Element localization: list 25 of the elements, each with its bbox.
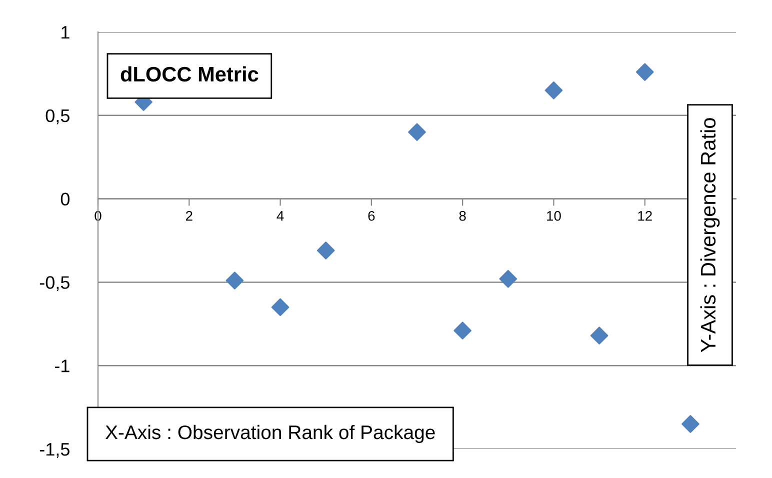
x-tick-label: 12 (638, 210, 652, 221)
point (226, 272, 244, 290)
y-tick-label: -0,5 (40, 276, 70, 292)
point (316, 242, 335, 260)
x-tick-label: 8 (459, 210, 466, 221)
y-tick-label: 0 (60, 192, 70, 206)
text: dLOCC Metric (120, 66, 258, 82)
x-tick-label: 10 (547, 210, 561, 221)
x-tick-label: 4 (276, 211, 284, 221)
point (636, 63, 654, 81)
y-tick-label: -1 (54, 360, 70, 372)
point (271, 298, 290, 316)
point (454, 322, 472, 340)
point (590, 326, 608, 344)
point (544, 81, 563, 100)
y-tick-label: 0,5 (46, 109, 70, 124)
x-axis-title: X-Axis : Observation Rank of Package (105, 424, 435, 444)
y-axis-title: Y-Axis : Divergence Ratio (700, 118, 720, 352)
y-tick-label: 1 (62, 26, 70, 39)
point (408, 123, 426, 141)
y-tick-label: -1,5 (40, 443, 70, 458)
x-tick-label: 6 (368, 210, 375, 221)
point (682, 415, 700, 433)
x-tick-label: 2 (186, 210, 192, 221)
point (499, 270, 518, 288)
